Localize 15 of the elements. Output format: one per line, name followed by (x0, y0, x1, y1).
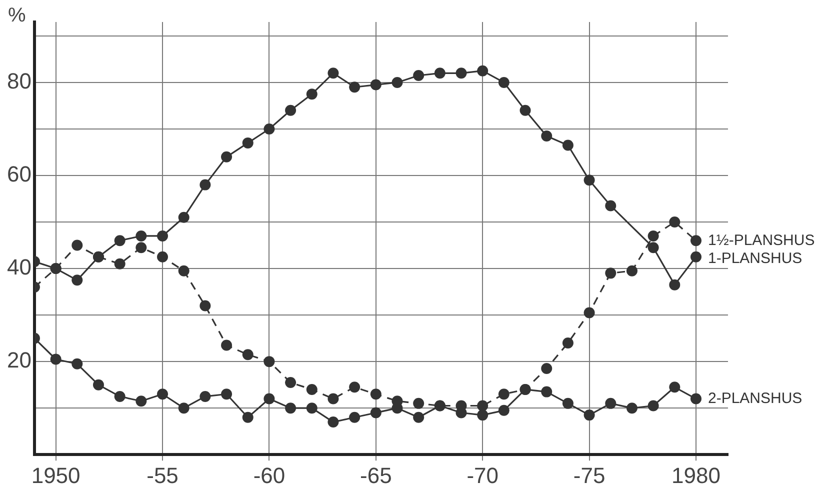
y-tick-label: 80 (6, 68, 32, 94)
series-label: 2-PLANSHUS (708, 390, 802, 407)
x-tick-label: -75 (573, 462, 606, 488)
x-tick-label: -55 (146, 462, 178, 488)
y-tick-label: 20 (6, 348, 32, 373)
y-axis-title: % (8, 4, 26, 27)
y-tick-label: 60 (6, 162, 32, 187)
y-tick-label: 40 (6, 254, 32, 280)
x-tick-label: -65 (360, 462, 392, 488)
x-tick-label: 1950 (31, 462, 80, 488)
x-tick-label: 1980 (672, 462, 720, 488)
series-label: 1½-PLANSHUS (708, 232, 815, 249)
x-tick-label: -60 (253, 462, 286, 488)
x-tick-label: -70 (466, 462, 498, 488)
series-label: 1-PLANSHUS (708, 250, 802, 267)
